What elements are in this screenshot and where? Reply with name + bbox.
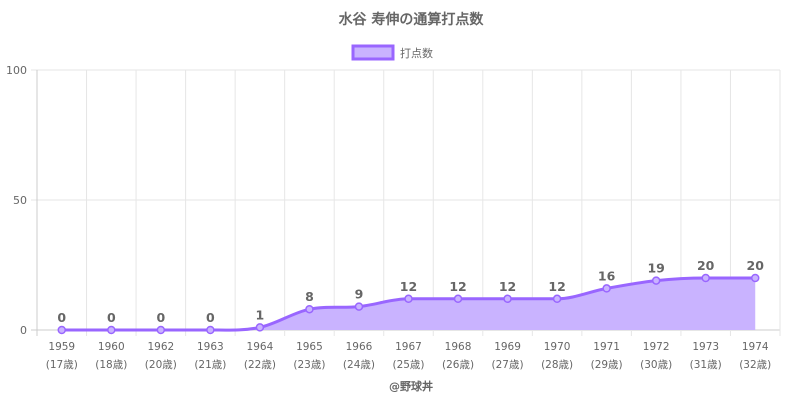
y-tick-label: 50 [13, 194, 27, 207]
data-label: 12 [400, 279, 417, 294]
x-tick-label: 1963 [197, 341, 224, 353]
x-tick-age-label: (28歳) [541, 359, 573, 371]
x-tick-age-label: (29歳) [591, 359, 623, 371]
x-tick-label: 1970 [544, 341, 571, 353]
data-label: 0 [57, 310, 66, 325]
data-label: 0 [206, 310, 215, 325]
x-tick-age-label: (22歳) [244, 359, 276, 371]
data-point [602, 284, 611, 293]
x-tick-age-label: (23歳) [293, 359, 325, 371]
data-point [701, 273, 710, 283]
x-tick-label: 1969 [494, 341, 521, 353]
data-label: 12 [548, 279, 565, 294]
data-label: 20 [747, 258, 765, 273]
x-tick-age-label: (26歳) [442, 359, 474, 371]
data-label: 16 [598, 268, 616, 283]
data-point [552, 294, 562, 304]
data-point [404, 294, 413, 304]
data-point [255, 323, 265, 332]
x-tick-age-label: (32歳) [739, 359, 771, 371]
x-tick-label: 1971 [593, 341, 620, 353]
data-label: 9 [355, 287, 364, 302]
x-tick-age-label: (25歳) [392, 359, 424, 371]
legend-label: 打点数 [400, 46, 433, 60]
data-point [156, 325, 166, 335]
data-point [651, 276, 661, 285]
data-labels: 0 0 0 0 1 8 9 12 12 12 12 16 19 20 20 [57, 258, 764, 325]
x-axis-ticks: 1959 (17歳) 1960 (18歳) 1962 (20歳) 1963 (21歳) 1964… [46, 341, 772, 371]
x-tick-age-label: (18歳) [95, 359, 127, 371]
data-label: 19 [647, 261, 664, 276]
series-area-fill [61, 278, 756, 331]
credit-text: @野球丼 [389, 379, 433, 393]
data-label: 20 [697, 258, 715, 273]
x-tick-label: 1959 [48, 341, 75, 353]
x-tick-label: 1968 [445, 341, 472, 353]
x-tick-age-label: (17歳) [46, 359, 78, 371]
x-tick-age-label: (31歳) [690, 359, 722, 371]
x-tick-label: 1964 [247, 341, 274, 353]
x-tick-age-label: (30歳) [640, 359, 672, 371]
x-tick-age-label: (20歳) [145, 359, 177, 371]
y-tick-label: 0 [20, 324, 27, 337]
data-point [206, 325, 215, 335]
data-label: 0 [107, 310, 116, 325]
data-point [305, 304, 314, 314]
data-label: 12 [499, 279, 516, 294]
x-tick-age-label: (21歳) [194, 359, 226, 371]
x-tick-label: 1960 [98, 341, 125, 353]
data-label: 12 [449, 279, 466, 294]
data-point [750, 273, 760, 283]
data-point [354, 302, 364, 311]
x-tick-label: 1966 [346, 341, 373, 353]
x-tick-age-label: (24歳) [343, 359, 375, 371]
data-point [57, 325, 67, 335]
x-tick-label: 1967 [395, 341, 422, 353]
data-label: 0 [156, 310, 165, 325]
x-tick-label: 1973 [692, 341, 719, 353]
grid-lines [31, 69, 781, 336]
y-axis-ticks: 0 50 100 [6, 64, 27, 337]
legend[interactable]: 打点数 [351, 44, 433, 61]
legend-swatch [351, 44, 395, 61]
chart-title: 水谷 寿伸の通算打点数 [339, 11, 485, 28]
x-tick-label: 1962 [147, 341, 174, 353]
x-tick-label: 1965 [296, 341, 323, 353]
y-tick-label: 100 [6, 64, 27, 77]
data-point [107, 325, 116, 335]
x-tick-label: 1974 [742, 341, 769, 353]
x-tick-age-label: (27歳) [492, 359, 524, 371]
data-point [453, 294, 463, 304]
x-tick-label: 1972 [643, 341, 670, 353]
data-points [57, 273, 760, 335]
data-label: 1 [256, 307, 265, 322]
data-point [503, 294, 512, 304]
data-label: 8 [305, 289, 314, 304]
